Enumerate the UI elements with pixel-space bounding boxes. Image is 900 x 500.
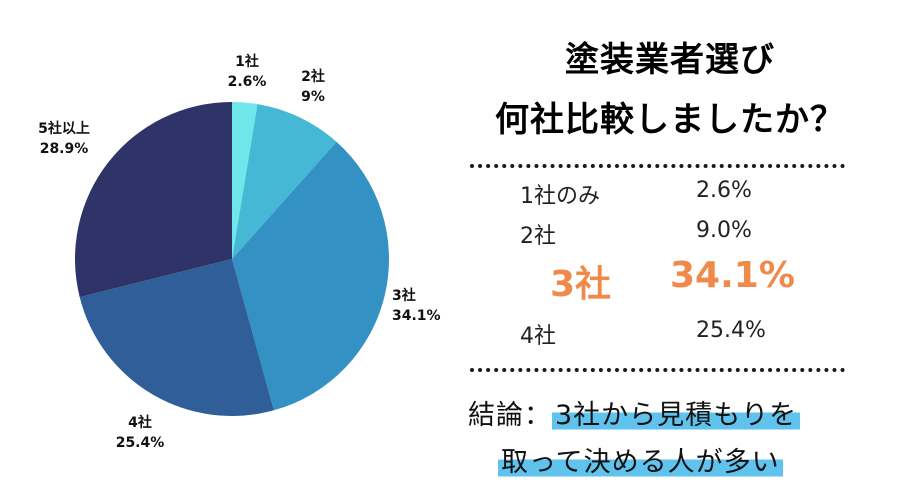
conclusion-prefix: 結論： — [468, 400, 552, 431]
conclusion-line-2: 取って決める人が多い — [498, 440, 783, 479]
summary-row-label: 4社 — [520, 324, 556, 349]
summary-row-highlight: 3社 34.1% — [470, 255, 845, 311]
dotted-divider-top — [470, 164, 845, 168]
summary-row-label: 1社のみ — [520, 184, 600, 209]
summary-row-4: 4社 25.4% — [470, 318, 845, 358]
pie-slice-3 — [232, 141, 389, 411]
pie-slice-5 — [74, 102, 233, 298]
summary-row-value: 9.0% — [696, 218, 752, 243]
summary-row-value: 34.1% — [670, 255, 795, 296]
pie-slice-1 — [232, 102, 258, 259]
summary-row-1: 1社のみ 2.6% — [470, 178, 845, 218]
slice-label-1: 1社 2.6% — [228, 53, 267, 90]
summary-row-label: 3社 — [550, 264, 612, 305]
pie-slice-2 — [232, 104, 337, 259]
summary-row-value: 25.4% — [696, 318, 766, 343]
summary-row-label: 2社 — [520, 224, 556, 249]
summary-row-value: 2.6% — [696, 178, 752, 203]
pie-chart: 1社 2.6% 2社 9% 3社 34.1% 4社 25.4% 5社以上 28.9% — [38, 53, 441, 451]
slice-label-2: 2社 9% — [301, 68, 325, 105]
title-line-2: 何社比較しましたか？ — [495, 100, 845, 140]
conclusion-highlight-2: 取って決める人が多い — [498, 447, 783, 478]
slice-label-4: 4社 25.4% — [116, 414, 165, 451]
conclusion-line-1: 結論： 3社から見積もりを — [468, 393, 801, 432]
slice-label-3: 3社 34.1% — [392, 287, 441, 324]
summary-row-2: 2社 9.0% — [470, 218, 845, 258]
pie-slice-4 — [79, 259, 274, 416]
conclusion-highlight-1: 3社から見積もりを — [552, 400, 801, 431]
slice-label-5: 5社以上 28.9% — [38, 120, 90, 157]
title-line-1: 塗装業者選び — [565, 40, 775, 80]
dotted-divider-bottom — [470, 368, 845, 372]
